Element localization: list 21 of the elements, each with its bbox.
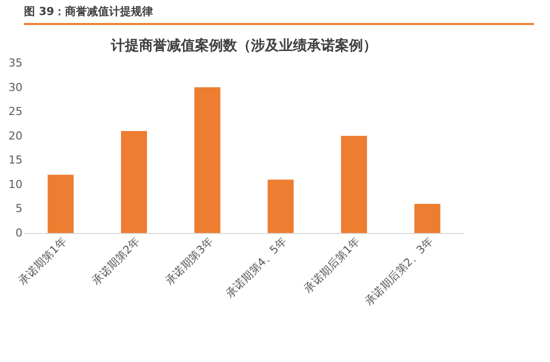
y-tick-label: 25 — [8, 105, 22, 118]
bar — [194, 87, 220, 233]
x-tick-label: 承诺期后第1年 — [302, 234, 362, 296]
x-tick-label: 承诺期第2年 — [89, 234, 142, 288]
chart-title: 计提商誉减值案例数（涉及业绩承诺案例） — [110, 37, 377, 54]
x-tick-label: 承诺期后第2、3年 — [362, 234, 436, 308]
y-tick-label: 30 — [8, 80, 22, 94]
x-tick-label: 承诺期第3年 — [162, 234, 216, 288]
y-tick-label: 35 — [8, 56, 22, 70]
bar — [341, 136, 367, 233]
bar — [48, 174, 74, 233]
bar — [268, 180, 294, 233]
y-tick-label: 20 — [8, 129, 22, 142]
x-tick-label: 承诺期第4、5年 — [223, 234, 290, 301]
bar — [121, 131, 147, 233]
y-tick-label: 0 — [16, 226, 22, 240]
y-tick-label: 10 — [8, 178, 22, 191]
bar — [414, 204, 440, 233]
caption: 图 39：商誉减值计提规律 — [24, 5, 154, 18]
y-tick-label: 5 — [16, 202, 22, 216]
y-tick-label: 15 — [8, 154, 22, 167]
